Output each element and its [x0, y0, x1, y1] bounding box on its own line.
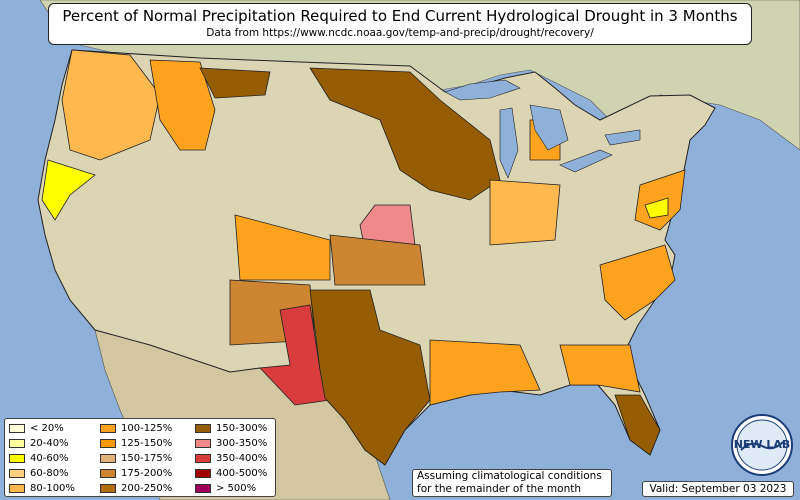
- legend-item: 400-500%: [195, 468, 267, 480]
- legend-label: 200-250%: [121, 483, 173, 494]
- title-box: Percent of Normal Precipitation Required…: [48, 3, 752, 45]
- region-nm-red: [259, 304, 331, 406]
- region-florida-brown: [614, 394, 661, 456]
- region-gulf-orange: [429, 339, 541, 406]
- legend-swatch: [195, 453, 211, 463]
- region-texas-brown: [309, 289, 431, 466]
- legend-item: 20-40%: [9, 438, 69, 450]
- legend-label: 60-80%: [30, 468, 69, 479]
- legend-swatch: [9, 438, 25, 448]
- legend-swatch: [195, 468, 211, 478]
- legend-item: 200-250%: [100, 483, 172, 495]
- legend-item: 80-100%: [9, 483, 75, 495]
- map-title: Percent of Normal Precipitation Required…: [62, 7, 738, 25]
- legend-swatch: [100, 483, 116, 493]
- region-southeast-orange: [559, 344, 641, 393]
- lake-erie: [559, 149, 613, 173]
- region-north-plains-brown: [199, 67, 271, 99]
- region-ohio-valley-orange: [489, 179, 561, 246]
- legend-swatch: [9, 453, 25, 463]
- lake-superior: [444, 79, 521, 101]
- legend-swatch: [195, 423, 211, 433]
- region-layer: [41, 49, 686, 466]
- region-midatlantic-orange: [634, 169, 686, 231]
- legend-item: 125-150%: [100, 438, 172, 450]
- legend-item: 150-300%: [195, 423, 267, 435]
- lake-ontario: [604, 129, 641, 146]
- legend-swatch: [195, 483, 211, 493]
- legend-swatch: [100, 453, 116, 463]
- legend-label: 300-350%: [216, 438, 268, 449]
- legend-item: 60-80%: [9, 468, 69, 480]
- legend-label: 175-200%: [121, 468, 173, 479]
- legend-label: 40-60%: [30, 453, 69, 464]
- region-colorado-orange: [234, 214, 331, 281]
- legend-item: 175-200%: [100, 468, 172, 480]
- nws-lab-seal-icon: NEW LAB: [731, 414, 793, 476]
- region-idaho-montana: [149, 59, 216, 151]
- legend-swatch: [100, 423, 116, 433]
- legend-swatch: [9, 468, 25, 478]
- region-upper-midwest-brown: [309, 67, 501, 201]
- legend-swatch: [100, 468, 116, 478]
- region-ca-yellow: [41, 159, 96, 221]
- legend-item: 300-350%: [195, 438, 267, 450]
- logo-text: NEW LAB: [734, 438, 791, 451]
- region-carolinas-orange: [599, 244, 676, 321]
- legend: < 20% 20-40% 40-60% 60-80% 80-100% 100-125% 12…: [4, 418, 276, 497]
- lake-huron: [529, 104, 569, 151]
- map-subtitle: Data from https://www.ncdc.noaa.gov/temp…: [206, 27, 594, 39]
- legend-label: < 20%: [30, 423, 64, 434]
- legend-swatch: [9, 483, 25, 493]
- legend-item: 150-175%: [100, 453, 172, 465]
- legend-label: 80-100%: [30, 483, 75, 494]
- legend-label: 20-40%: [30, 438, 69, 449]
- legend-label: 400-500%: [216, 468, 268, 479]
- legend-item: 100-125%: [100, 423, 172, 435]
- legend-swatch: [100, 438, 116, 448]
- note-line-1: Assuming climatological conditions: [417, 470, 602, 482]
- legend-item: 40-60%: [9, 453, 69, 465]
- legend-label: 150-300%: [216, 423, 268, 434]
- legend-item: < 20%: [9, 423, 64, 435]
- legend-swatch: [195, 438, 211, 448]
- region-central-plains-tan: [329, 234, 426, 286]
- note-line-2: for the remainder of the month: [417, 483, 582, 495]
- lake-michigan: [499, 107, 519, 179]
- assumption-note: Assuming climatological conditions for t…: [412, 469, 612, 497]
- legend-label: 100-125%: [121, 423, 173, 434]
- legend-item: > 500%: [195, 483, 256, 495]
- great-lakes: [444, 79, 641, 179]
- region-mid-yellow: [644, 197, 669, 219]
- legend-label: > 500%: [216, 483, 257, 494]
- region-west-coast-orange: [61, 49, 161, 161]
- legend-label: 350-400%: [216, 453, 268, 464]
- legend-item: 350-400%: [195, 453, 267, 465]
- legend-label: 150-175%: [121, 453, 173, 464]
- legend-swatch: [9, 423, 25, 433]
- valid-date: Valid: September 03 2023: [642, 481, 794, 497]
- legend-label: 125-150%: [121, 438, 173, 449]
